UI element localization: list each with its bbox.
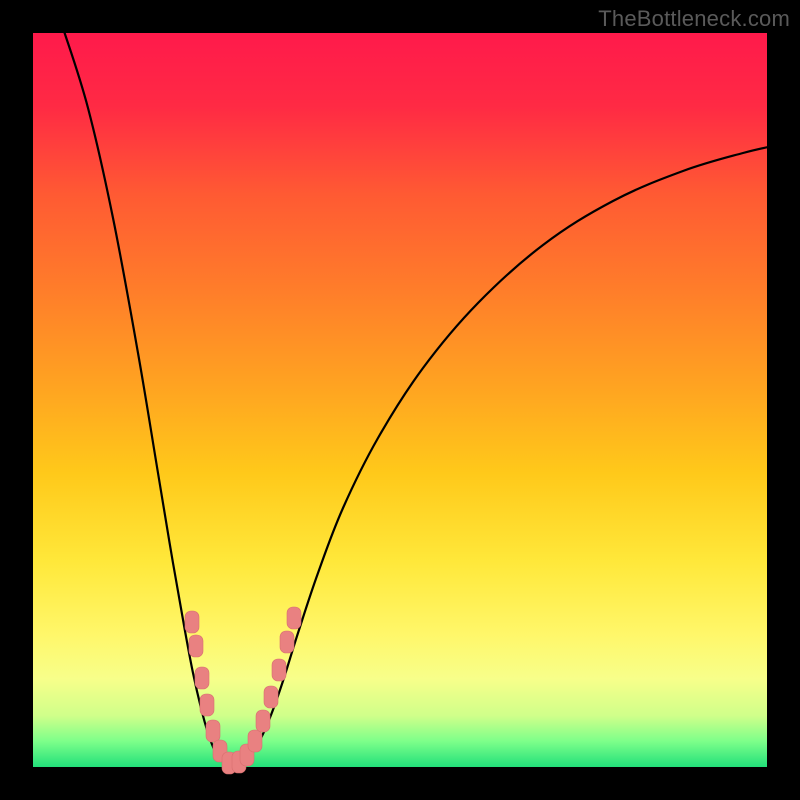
outer-frame: TheBottleneck.com — [0, 0, 800, 800]
curve-marker — [256, 710, 270, 732]
curve-marker — [195, 667, 209, 689]
curve-marker — [248, 730, 262, 752]
curve-marker — [189, 635, 203, 657]
curve-marker — [272, 659, 286, 681]
marker-group — [185, 607, 301, 774]
curve-marker — [200, 694, 214, 716]
curve-left-arm — [63, 28, 231, 765]
curve-marker — [185, 611, 199, 633]
curve-marker — [280, 631, 294, 653]
curve-marker — [287, 607, 301, 629]
curve-marker — [264, 686, 278, 708]
bottleneck-curve-overlay — [33, 33, 767, 767]
curve-marker — [206, 720, 220, 742]
curve-right-arm — [231, 145, 778, 765]
watermark-text: TheBottleneck.com — [598, 6, 790, 32]
